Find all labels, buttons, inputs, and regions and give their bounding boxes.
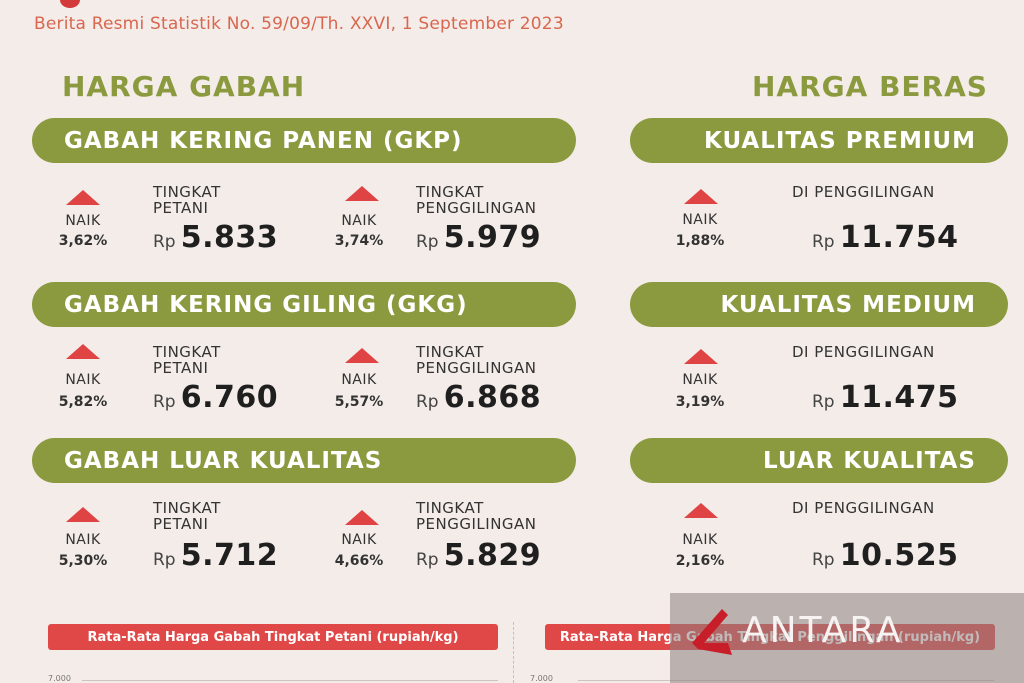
currency-label: Rp [416,550,439,570]
gkg-header: GABAH KERING GILING (GKG) [32,282,576,327]
currency-label: Rp [812,232,835,252]
change-percent: 5,30% [58,553,108,569]
beras-luar-kualitas-header: LUAR KUALITAS [630,438,1008,483]
price-value: 5.712 [180,538,279,573]
currency-label: Rp [153,550,176,570]
up-arrow-icon [684,503,718,518]
up-arrow-icon [684,349,718,364]
price-value-row: Rp 10.525 [812,538,958,573]
price-value-row: Rp 5.833 [153,220,278,255]
currency-label: Rp [153,392,176,412]
watermark-text: ANTARA [742,610,904,651]
price-value: 5.833 [180,220,279,255]
price-value-row: Rp 11.475 [812,380,958,415]
currency-label: Rp [153,232,176,252]
price-label: TINGKAT PETANI [153,499,221,533]
price-value: 10.525 [839,538,959,573]
currency-label: Rp [812,392,835,412]
price-value-row: Rp 5.712 [153,538,278,573]
up-arrow-icon [684,189,718,204]
price-label: TINGKAT PETANI [153,183,221,217]
price-label: TINGKAT PENGGILINGAN [416,343,537,377]
price-label: TINGKAT PENGGILINGAN [416,499,537,533]
price-label: DI PENGGILINGAN [792,183,935,201]
chart-divider [513,622,514,683]
change-percent: 3,62% [58,233,108,249]
change-percent: 3,19% [675,394,725,410]
right-chart-tick: 7.000 [530,674,553,683]
change-percent: 5,82% [58,394,108,410]
change-label: NAIK [65,532,101,548]
kualitas-premium-header: KUALITAS PREMIUM [630,118,1008,163]
price-label: TINGKAT PENGGILINGAN [416,183,537,217]
price-value-row: Rp 6.760 [153,380,278,415]
price-label: TINGKAT PETANI [153,343,221,377]
up-arrow-icon [66,344,100,359]
change-label: NAIK [341,532,377,548]
up-arrow-icon [66,507,100,522]
price-value: 5.979 [443,220,542,255]
price-value-row: Rp 11.754 [812,220,958,255]
change-percent: 3,74% [334,233,384,249]
change-percent: 4,66% [334,553,384,569]
up-arrow-icon [345,186,379,201]
change-label: NAIK [341,213,377,229]
up-arrow-icon [345,510,379,525]
change-label: NAIK [341,372,377,388]
change-label: NAIK [682,212,718,228]
change-label: NAIK [682,372,718,388]
price-value-row: Rp 6.868 [416,380,541,415]
price-value-row: Rp 5.979 [416,220,541,255]
price-label: DI PENGGILINGAN [792,499,935,517]
release-subtitle: Berita Resmi Statistik No. 59/09/Th. XXV… [34,14,564,34]
currency-label: Rp [416,232,439,252]
kualitas-medium-header: KUALITAS MEDIUM [630,282,1008,327]
up-arrow-icon [345,348,379,363]
change-percent: 2,16% [675,553,725,569]
left-chart-gridline [82,680,498,681]
up-arrow-icon [66,190,100,205]
gkp-header: GABAH KERING PANEN (GKP) [32,118,576,163]
antara-logo-icon [692,609,732,655]
price-value-row: Rp 5.829 [416,538,541,573]
left-chart-tick: 7.000 [48,674,71,683]
harga-gabah-title: HARGA GABAH [62,70,306,103]
gabah-luar-kualitas-header: GABAH LUAR KUALITAS [32,438,576,483]
watermark-overlay [670,593,1024,683]
harga-beras-title: HARGA BERAS [752,70,988,103]
change-label: NAIK [65,213,101,229]
bps-logo-fragment [60,0,80,8]
price-label: DI PENGGILINGAN [792,343,935,361]
price-value: 11.475 [839,380,959,415]
price-value: 6.760 [180,380,279,415]
currency-label: Rp [812,550,835,570]
left-chart-title: Rata-Rata Harga Gabah Tingkat Petani (ru… [48,624,498,650]
change-percent: 1,88% [675,233,725,249]
price-value: 11.754 [839,220,959,255]
price-value: 6.868 [443,380,542,415]
price-value: 5.829 [443,538,542,573]
currency-label: Rp [416,392,439,412]
change-percent: 5,57% [334,394,384,410]
change-label: NAIK [65,372,101,388]
change-label: NAIK [682,532,718,548]
